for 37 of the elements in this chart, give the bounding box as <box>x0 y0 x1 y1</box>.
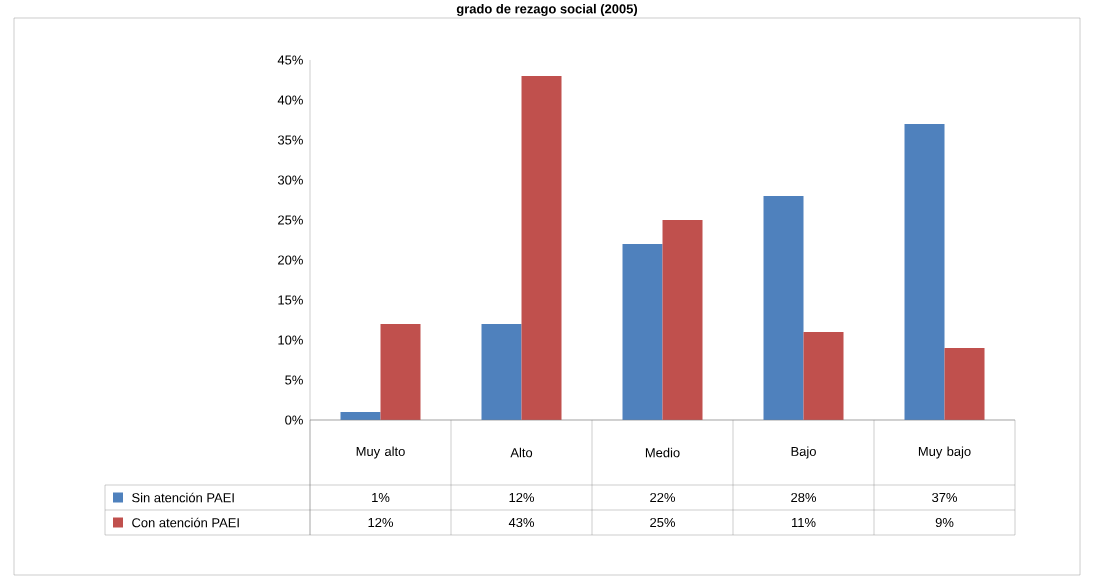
bar <box>521 76 562 420</box>
chart-title: grado de rezago social (2005) <box>456 3 638 17</box>
data-label: 1% <box>372 492 390 503</box>
y-tick-label: 30% <box>277 175 303 185</box>
bar <box>803 332 844 420</box>
y-tick-label: 25% <box>278 215 303 225</box>
data-label: 9% <box>935 517 954 528</box>
data-label: 37% <box>932 492 958 503</box>
y-tick-label: 0% <box>285 415 303 425</box>
y-tick-label: 40% <box>277 95 303 105</box>
y-tick-label: 15% <box>278 295 303 305</box>
x-tick-label: Medio <box>645 447 680 458</box>
y-tick-label: 35% <box>277 135 303 145</box>
data-label: 25% <box>650 517 676 528</box>
bar <box>662 220 703 420</box>
bar <box>904 124 945 420</box>
data-label: 28% <box>791 492 817 503</box>
bar <box>481 324 522 420</box>
bar <box>380 324 421 420</box>
x-tick-label: Muy alto <box>356 446 405 459</box>
data-label: 12% <box>368 517 394 528</box>
y-tick-label: 10% <box>278 335 303 345</box>
bar <box>763 196 804 420</box>
data-label: 11% <box>792 517 816 528</box>
y-tick-label: 45% <box>277 55 303 65</box>
data-label: 22% <box>650 492 676 503</box>
x-tick-label: Alto <box>510 447 533 458</box>
data-label: 43% <box>508 517 535 528</box>
data-label: 12% <box>509 492 535 503</box>
bar <box>622 244 663 420</box>
x-tick-label: Bajo <box>791 446 816 459</box>
legend-label: Con atención PAEI <box>132 517 239 528</box>
legend-label: Sin atención PAEI <box>132 492 234 503</box>
x-tick-label: Muy bajo <box>918 446 971 459</box>
y-tick-label: 5% <box>285 375 303 385</box>
y-tick-label: 20% <box>278 255 303 265</box>
bar <box>944 348 985 420</box>
